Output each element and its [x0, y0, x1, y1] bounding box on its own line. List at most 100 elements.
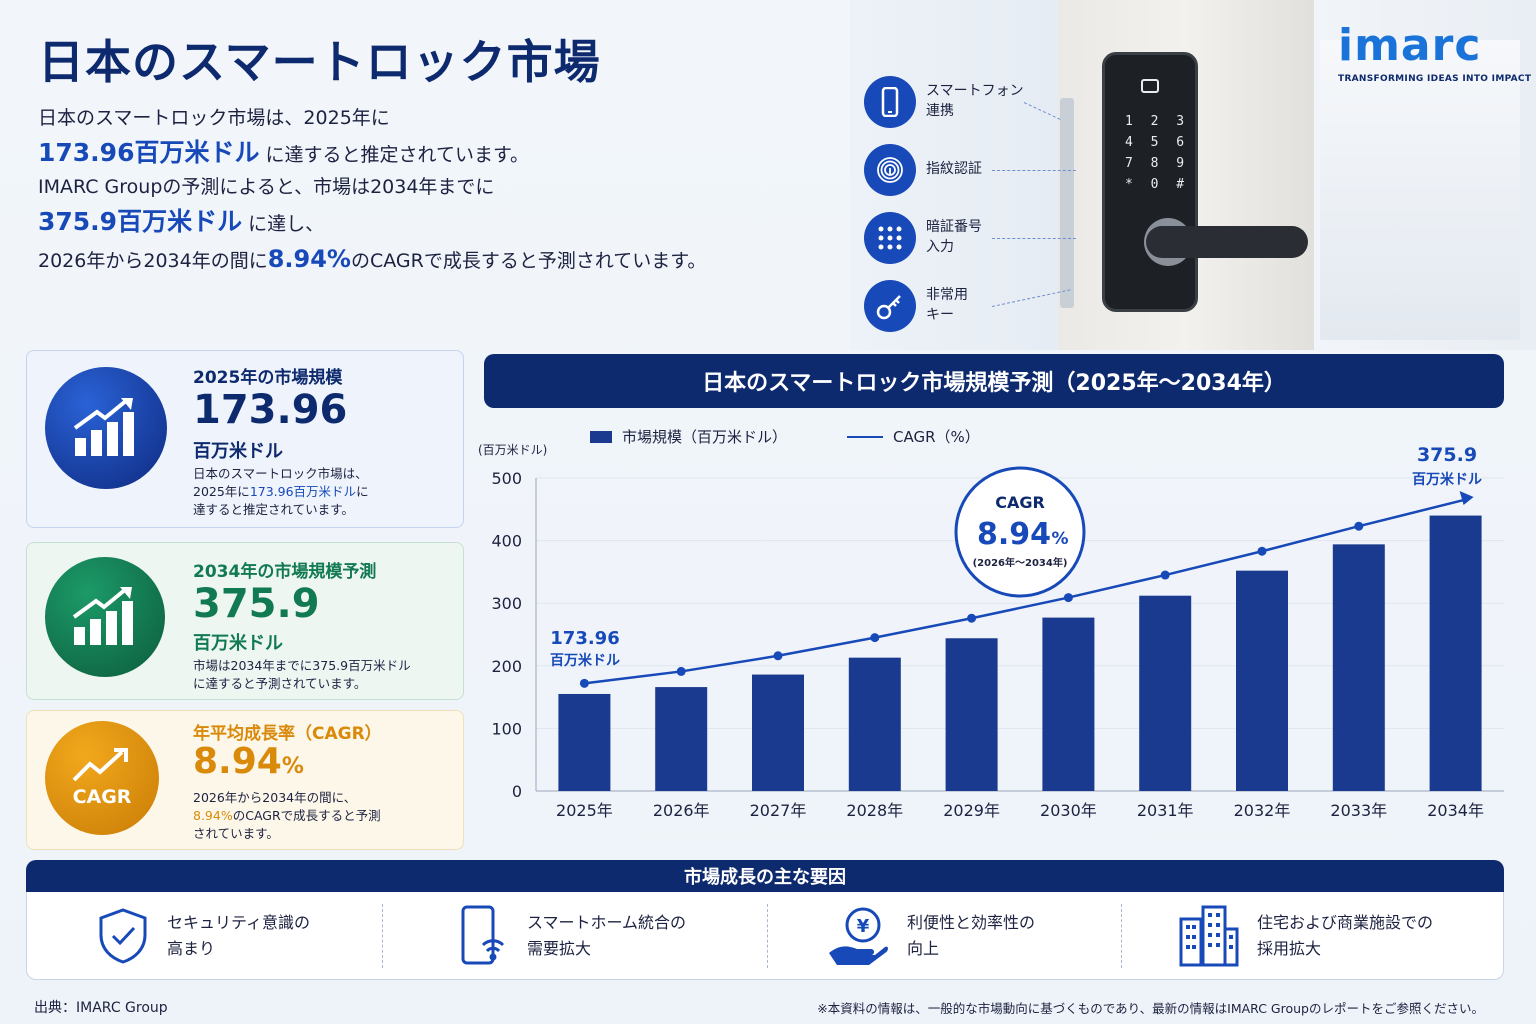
card-value-wrap: 8.94% — [193, 741, 304, 782]
card-title: 2034年の市場規模予測 — [193, 562, 377, 582]
yen-hand-icon: ¥ — [829, 907, 888, 965]
x-tick-label: 2028年 — [846, 801, 903, 820]
start-value-label: 173.96 — [550, 628, 619, 649]
shield-check-icon — [99, 908, 147, 964]
intro-value-2025: 173.96百万米ドル — [38, 137, 260, 167]
card-value: 375.9 — [193, 581, 320, 627]
card-description: 日本のスマートロック市場は、 2025年に173.96百万米ドルに 達すると推定… — [193, 465, 455, 519]
start-annotation: 173.96 百万米ドル — [550, 628, 620, 669]
driver-label: スマートホーム統合の 需要拡大 — [527, 913, 687, 958]
bar — [558, 693, 611, 791]
x-tick-label: 2029年 — [943, 801, 1000, 820]
intro-line-5-a: 2026年から2034年の間に — [38, 250, 268, 273]
card-description: 2026年から2034年の間に、 8.94%のCAGRで成長すると予測 されてい… — [193, 789, 455, 843]
cagr-badge-value: 8.94 — [977, 517, 1051, 552]
smartphone-icon — [864, 76, 916, 128]
driver-security: セキュリティ意識の 高まり — [97, 904, 310, 968]
callout-line — [992, 238, 1076, 239]
bar — [1429, 515, 1482, 791]
cagr-icon-label: CAGR — [72, 786, 132, 808]
background-window — [1320, 40, 1520, 340]
intro-line-1: 日本のスマートロック市場は、2025年に — [38, 107, 390, 129]
bar — [1042, 617, 1095, 791]
end-value-label: 375.9 — [1417, 444, 1477, 466]
card-desc-line: 8.94%のCAGRで成長すると予測 — [193, 807, 455, 825]
cagr-badge-label: CAGR — [995, 493, 1045, 512]
line-point — [967, 613, 977, 623]
growth-chart-icon — [45, 367, 167, 489]
legend-bar-label: 市場規模（百万米ドル） — [622, 428, 788, 446]
feature-label: 非常用 キー — [926, 287, 968, 323]
card-desc-line: 2026年から2034年の間に、 — [193, 790, 357, 805]
driver-label: セキュリティ意識の 高まり — [167, 913, 311, 958]
kpi-card-2034: 2034年の市場規模予測 375.9 百万米ドル 市場は2034年までに375.… — [26, 542, 464, 700]
feature-fingerprint: 指紋認証 — [864, 144, 1076, 196]
legend-line-label: CAGR（%） — [893, 428, 980, 446]
intro-value-2034: 375.9百万米ドル — [38, 206, 243, 236]
lock-keypad: 1 2 3 4 5 6 7 8 9 * 0 # — [1125, 114, 1190, 192]
x-tick-label: 2031年 — [1137, 801, 1194, 820]
feature-label: 指紋認証 — [926, 161, 982, 178]
card-desc-line: 市場は2034年までに375.9百万米ドル — [193, 658, 411, 673]
intro-text: 日本のスマートロック市場は、2025年に 173.96百万米ドル に達すると推定… — [38, 106, 838, 282]
callout-line — [992, 170, 1076, 171]
growth-chart-icon — [45, 557, 165, 677]
x-tick-label: 2030年 — [1040, 801, 1097, 820]
driver-separator — [1121, 904, 1122, 968]
cagr-badge-period: (2026年～2034年) — [973, 556, 1068, 569]
driver-convenience: ¥ 利便性と効率性の 向上 — [827, 904, 1035, 968]
disclaimer: ※本資料の情報は、一般的な市場動向に基づくものであり、最新の情報はIMARC G… — [817, 1001, 1484, 1016]
smartphone-wifi-icon — [461, 905, 505, 965]
intro-line-3: IMARC Groupの予測によると、市場は2034年までに — [38, 176, 495, 199]
chart-title: 日本のスマートロック市場規模予測（2025年～2034年） — [484, 354, 1504, 408]
feature-keypad: 暗証番号 入力 — [864, 212, 1076, 264]
buildings-icon — [1179, 905, 1239, 967]
intro-line-4-rest: に達し、 — [248, 212, 325, 235]
card-unit: % — [281, 754, 304, 779]
line-point — [1063, 593, 1073, 603]
y-tick-label: 400 — [491, 532, 522, 551]
feature-label: 暗証番号 入力 — [926, 219, 982, 255]
y-tick-label: 100 — [491, 719, 522, 738]
bar — [1332, 544, 1385, 791]
page-title: 日本のスマートロック市場 — [38, 35, 601, 89]
y-axis-unit: (百万米ドル) — [478, 443, 547, 457]
line-point — [676, 666, 686, 676]
x-tick-label: 2025年 — [556, 801, 613, 820]
product-photo: 1 2 3 4 5 6 7 8 9 * 0 # — [850, 0, 1536, 350]
line-point — [773, 651, 783, 661]
line-point — [579, 678, 589, 688]
driver-smart-home: スマートホーム統合の 需要拡大 — [459, 904, 686, 968]
lock-icon — [1141, 79, 1159, 93]
bar — [1236, 570, 1288, 791]
feature-key: 非常用 キー — [864, 280, 1071, 332]
x-tick-label: 2034年 — [1427, 801, 1484, 820]
card-description: 市場は2034年までに375.9百万米ドル に達すると予測されています。 — [193, 657, 455, 693]
legend-line-swatch — [847, 435, 884, 438]
card-desc-part: のCAGRで成長すると予測 — [232, 808, 381, 824]
market-size-chart: 2025年 2026年 2027年 2028年 2029年 2030年 2031年 2032年… — [478, 443, 1504, 820]
card-desc-line: されています。 — [193, 826, 279, 842]
key-icon — [864, 280, 916, 332]
driver-separator — [767, 904, 768, 968]
end-unit-label: 百万米ドル — [1412, 471, 1482, 488]
fingerprint-icon — [864, 144, 916, 196]
imarc-logo: imarc TRANSFORMING IDEAS INTO IMPACT — [1338, 20, 1531, 85]
logo-wordmark: imarc — [1338, 20, 1482, 71]
card-title: 2025年の市場規模 — [193, 368, 343, 388]
driver-label: 利便性と効率性の 向上 — [907, 913, 1036, 958]
card-desc-line: 2025年に173.96百万米ドルに — [193, 483, 455, 501]
cagr-badge-circle — [954, 466, 1086, 598]
bar — [848, 657, 901, 791]
intro-cagr: 8.94% — [267, 245, 351, 274]
card-desc-line: に達すると予測されています。 — [193, 676, 367, 692]
door-handle — [1146, 226, 1308, 258]
drivers-panel: セキュリティ意識の 高まり スマートホーム統合の 需要拡大 ¥ 利便性と効率性の… — [26, 892, 1504, 980]
feature-label: スマートフォン 連携 — [926, 83, 1024, 119]
intro-line-2: 173.96百万米ドル に達すると推定されています。 — [38, 137, 838, 170]
y-tick-label: 500 — [491, 469, 522, 488]
line-point — [1160, 570, 1170, 580]
door-edge — [1060, 98, 1074, 308]
bar — [655, 687, 708, 791]
card-desc-line: 日本のスマートロック市場は、 — [193, 466, 368, 481]
